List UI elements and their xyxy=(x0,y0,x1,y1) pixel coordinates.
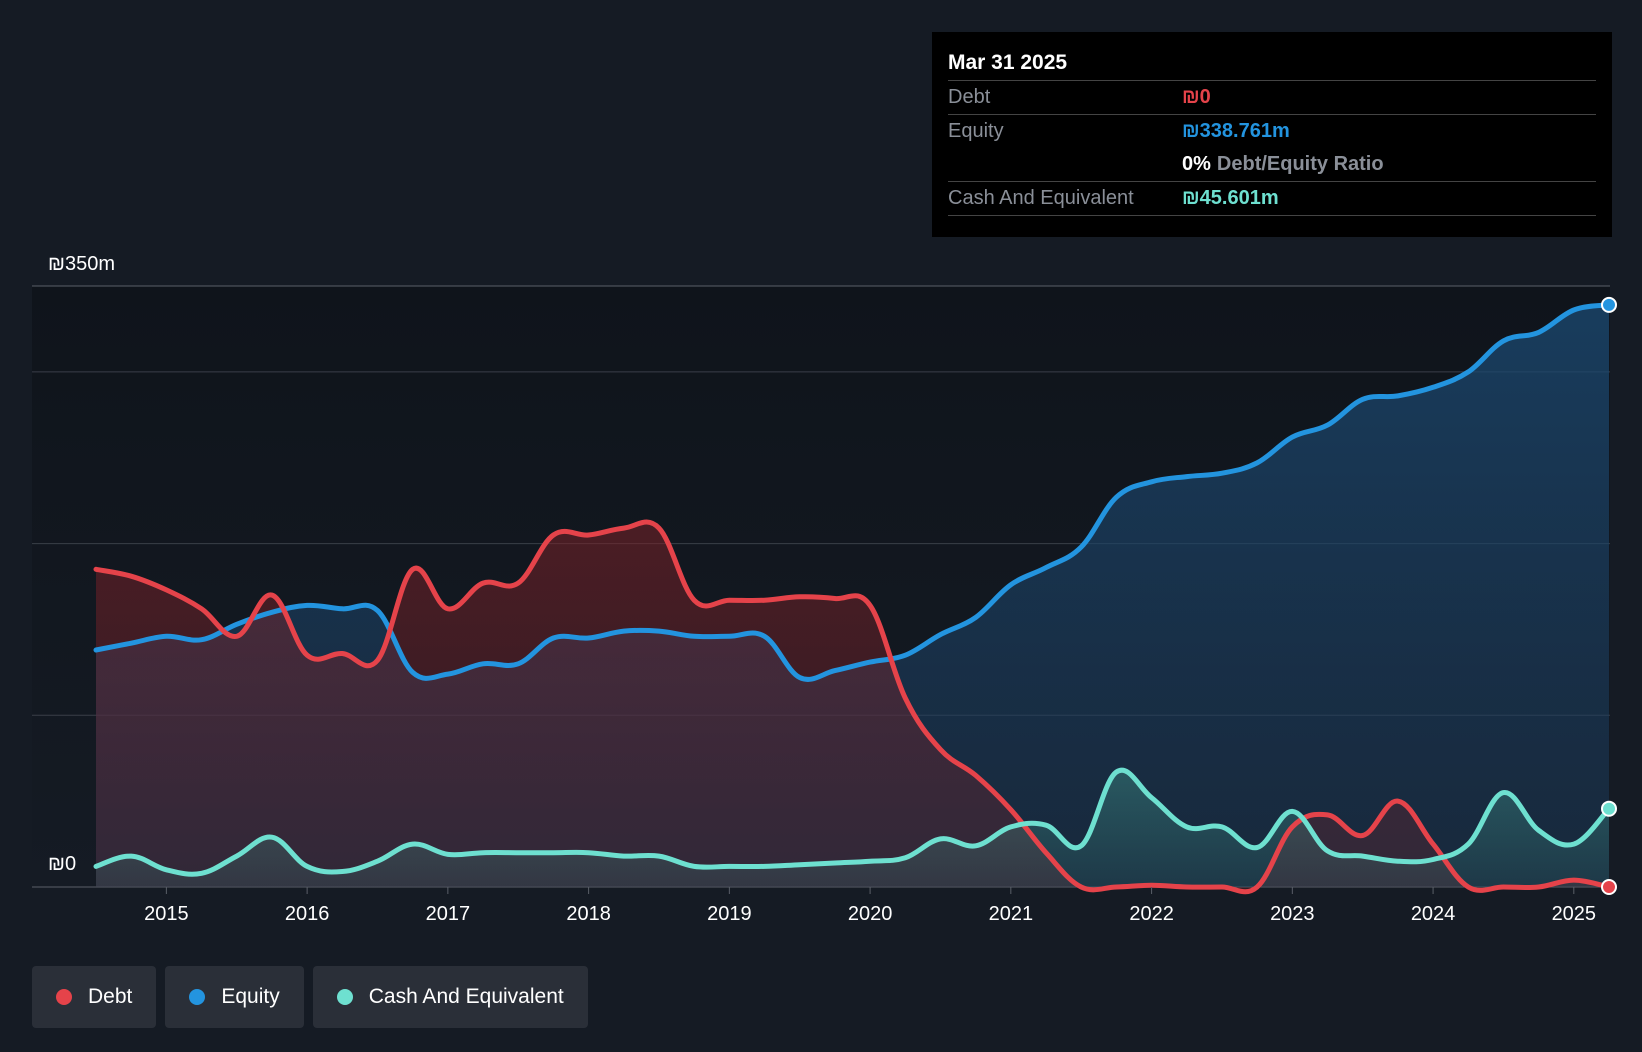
x-tick-label: 2020 xyxy=(848,903,893,925)
cash-line xyxy=(93,767,1612,877)
x-tick-label: 2015 xyxy=(144,903,189,925)
equity-dot-icon xyxy=(189,989,206,1005)
tooltip-debt-value: ₪0 xyxy=(1182,86,1211,108)
x-tick-label: 2018 xyxy=(566,903,611,925)
legend-item-equity[interactable]: Equity xyxy=(165,966,304,1028)
legend-cash-label: Cash And Equivalent xyxy=(368,985,564,1008)
tooltip-ratio-label: Debt/Equity Ratio xyxy=(1216,153,1384,175)
tooltip-cash-value: ₪45.601m xyxy=(1182,187,1279,209)
x-tick-label: 2019 xyxy=(707,903,752,925)
debt-dot-icon xyxy=(56,989,72,1005)
x-tick-label: 2017 xyxy=(426,903,471,925)
cash-endpoint xyxy=(1601,800,1617,817)
x-tick-label: 2023 xyxy=(1270,903,1315,925)
tooltip-equity-value: ₪338.761m xyxy=(1182,120,1290,142)
cash-area xyxy=(96,770,1609,887)
legend-item-cash[interactable]: Cash And Equivalent xyxy=(312,966,588,1028)
tooltip: Mar 31 2025 Debt ₪0 Equity ₪338.761m 0% … xyxy=(932,32,1612,237)
x-axis: 2015 2016 2017 2018 2019 2020 2021 2022 2023 2024… xyxy=(144,887,1596,925)
tooltip-cash-label: Cash And Equivalent xyxy=(948,187,1134,209)
cash-dot-icon xyxy=(336,989,353,1005)
x-tick-label: 2022 xyxy=(1129,903,1174,925)
tooltip-ratio-row: 0% Debt/Equity Ratio xyxy=(948,148,1596,182)
tooltip-date: Mar 31 2025 xyxy=(948,46,1596,81)
legend-equity-label: Equity xyxy=(221,985,280,1008)
tooltip-ratio-pct: 0% xyxy=(1182,153,1211,175)
legend-debt-label: Debt xyxy=(88,985,133,1008)
tooltip-debt-row: Debt ₪0 xyxy=(948,81,1596,115)
debt-line xyxy=(93,519,1612,895)
debt-endpoint xyxy=(1601,879,1617,895)
legend-item-debt[interactable]: Debt xyxy=(32,966,157,1028)
x-tick-label: 2024 xyxy=(1411,903,1456,925)
legend: Debt Equity Cash And Equivalent xyxy=(32,966,588,1028)
tooltip-cash-row: Cash And Equivalent ₪45.601m xyxy=(948,182,1596,216)
x-tick-label: 2025 xyxy=(1552,903,1597,925)
x-tick-label: 2016 xyxy=(285,903,330,925)
x-tick-label: 2021 xyxy=(989,903,1034,925)
tooltip-equity-row: Equity ₪338.761m xyxy=(948,115,1596,148)
tooltip-equity-label: Equity xyxy=(948,120,1004,142)
tooltip-debt-label: Debt xyxy=(948,86,991,108)
tooltip-ratio-spacer xyxy=(948,148,1182,181)
y-axis-top-label: ₪350m xyxy=(48,253,115,275)
lines xyxy=(93,296,1617,895)
areas xyxy=(96,304,1609,892)
chart: 2015 2016 2017 2018 2019 2020 2021 2022 2023 2024… xyxy=(32,253,1617,925)
equity-line xyxy=(93,302,1612,682)
debt-area xyxy=(96,522,1609,892)
y-axis-bottom-label: ₪0 xyxy=(48,853,76,875)
equity-endpoint xyxy=(1601,296,1617,313)
